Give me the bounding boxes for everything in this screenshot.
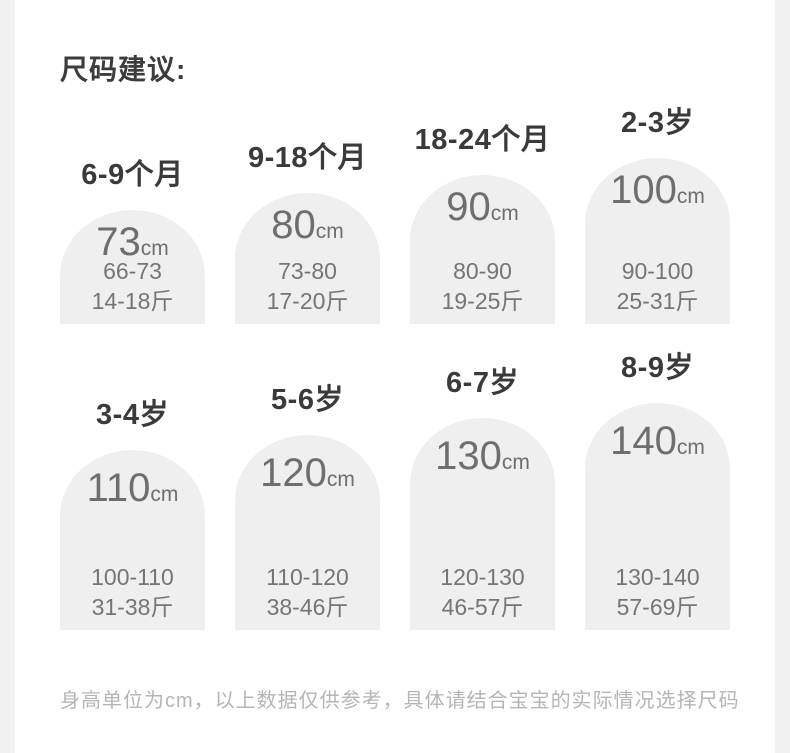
size-column-8-9y: 8-9岁 140cm 130-140 57-69斤 (585, 349, 730, 630)
size-column-2-3y: 2-3岁 100cm 90-100 25-31斤 (585, 104, 730, 324)
age-label: 6-9个月 (81, 159, 184, 191)
size-arch: 120cm 110-120 38-46斤 (235, 435, 380, 630)
weight-range: 17-20斤 (266, 288, 349, 314)
age-label: 8-9岁 (621, 352, 694, 384)
range-block: 73-80 17-20斤 (235, 256, 380, 316)
height-number: 140 (610, 419, 677, 463)
age-label: 18-24个月 (414, 124, 551, 156)
page-title: 尺码建议: (60, 54, 187, 85)
height-value: 140cm (585, 403, 730, 461)
size-arch: 73cm 66-73 14-18斤 (60, 210, 205, 324)
height-unit: cm (315, 220, 344, 243)
height-range: 130-140 (615, 564, 700, 590)
size-arch: 140cm 130-140 57-69斤 (585, 403, 730, 630)
range-block: 120-130 46-57斤 (410, 562, 555, 622)
height-value: 120cm (235, 435, 380, 493)
height-unit: cm (326, 468, 355, 491)
height-range: 73-80 (278, 258, 337, 284)
size-chart-card: 尺码建议: 6-9个月 73cm 66-73 14-18斤 9-18个月 80c… (15, 0, 775, 753)
height-unit: cm (490, 202, 519, 225)
weight-range: 38-46斤 (266, 594, 349, 620)
age-label: 3-4岁 (96, 399, 169, 431)
size-column-18-24m: 18-24个月 90cm 80-90 19-25斤 (410, 121, 555, 324)
height-range: 90-100 (621, 258, 694, 284)
height-range: 66-73 (103, 258, 162, 284)
range-block: 66-73 14-18斤 (60, 256, 205, 316)
range-block: 110-120 38-46斤 (235, 562, 380, 622)
height-value: 73cm (60, 210, 205, 262)
height-value: 110cm (60, 450, 205, 508)
size-column-9-18m: 9-18个月 80cm 73-80 17-20斤 (235, 139, 380, 324)
size-arch: 80cm 73-80 17-20斤 (235, 193, 380, 324)
footer-note: 身高单位为cm，以上数据仅供参考，具体请结合宝宝的实际情况选择尺码 (60, 690, 740, 712)
height-number: 80 (271, 203, 316, 247)
size-arch: 90cm 80-90 19-25斤 (410, 175, 555, 324)
height-range: 80-90 (453, 258, 512, 284)
age-label: 9-18个月 (247, 142, 368, 174)
age-label: 2-3岁 (621, 107, 694, 139)
weight-range: 19-25斤 (441, 288, 524, 314)
height-number: 90 (446, 185, 491, 229)
weight-range: 57-69斤 (616, 594, 699, 620)
size-arch: 100cm 90-100 25-31斤 (585, 158, 730, 324)
height-range: 120-130 (440, 564, 525, 590)
height-number: 100 (610, 168, 677, 212)
size-column-6-9m: 6-9个月 73cm 66-73 14-18斤 (60, 156, 205, 324)
height-value: 80cm (235, 193, 380, 245)
height-number: 110 (86, 466, 151, 510)
age-label: 5-6岁 (271, 384, 344, 416)
range-block: 130-140 57-69斤 (585, 562, 730, 622)
height-unit: cm (676, 185, 705, 208)
height-value: 90cm (410, 175, 555, 227)
size-grid-row-1: 6-9个月 73cm 66-73 14-18斤 9-18个月 80cm 73-8… (60, 104, 730, 324)
age-label: 6-7岁 (446, 367, 519, 399)
height-unit: cm (501, 451, 530, 474)
size-column-5-6y: 5-6岁 120cm 110-120 38-46斤 (235, 381, 380, 630)
weight-range: 46-57斤 (441, 594, 524, 620)
height-number: 130 (435, 434, 502, 478)
height-unit: cm (140, 237, 169, 260)
height-unit: cm (150, 483, 179, 506)
range-block: 80-90 19-25斤 (410, 256, 555, 316)
weight-range: 31-38斤 (91, 594, 174, 620)
height-value: 130cm (410, 418, 555, 476)
height-range: 100-110 (91, 564, 174, 590)
range-block: 100-110 31-38斤 (60, 562, 205, 622)
height-number: 120 (260, 451, 327, 495)
height-range: 110-120 (266, 564, 349, 590)
range-block: 90-100 25-31斤 (585, 256, 730, 316)
size-arch: 110cm 100-110 31-38斤 (60, 450, 205, 630)
size-grid-row-2: 3-4岁 110cm 100-110 31-38斤 5-6岁 120cm 110… (60, 349, 730, 630)
height-number: 73 (96, 220, 141, 264)
height-value: 100cm (585, 158, 730, 210)
size-column-3-4y: 3-4岁 110cm 100-110 31-38斤 (60, 396, 205, 630)
size-arch: 130cm 120-130 46-57斤 (410, 418, 555, 630)
weight-range: 14-18斤 (91, 288, 174, 314)
weight-range: 25-31斤 (616, 288, 699, 314)
height-unit: cm (676, 436, 705, 459)
size-column-6-7y: 6-7岁 130cm 120-130 46-57斤 (410, 364, 555, 630)
